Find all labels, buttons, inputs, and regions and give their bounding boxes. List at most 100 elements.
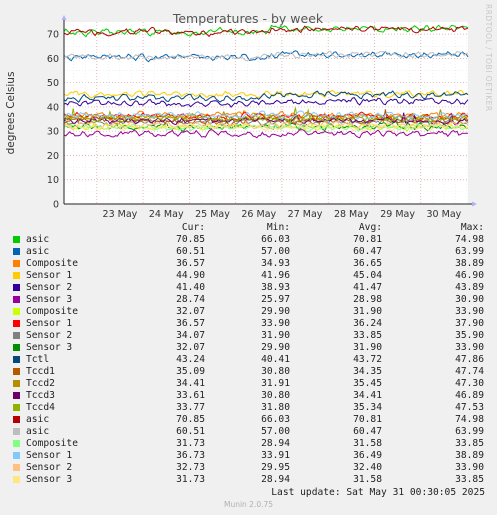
legend-max: 30.90 [455,294,484,305]
legend-max: 74.98 [455,234,484,245]
legend-swatch [13,356,20,363]
col-avg-header: Avg: [358,222,382,233]
legend-series-name: asic [26,234,50,245]
legend-avg: 70.81 [353,234,382,245]
legend-series-name: Sensor 1 [26,450,73,461]
plot-area [64,22,468,204]
legend-max: 63.99 [455,246,484,257]
legend-avg: 43.72 [353,354,382,365]
series-line [63,110,469,120]
legend-series-name: Composite [26,438,78,449]
legend-row: Tccd4 33.77 31.80 35.34 47.53 [12,402,490,414]
legend-row: Tctl 43.24 40.41 43.72 47.86 [12,354,490,366]
legend-swatch [13,380,20,387]
axes: 0 10 20 30 40 50 60 70 23 May 24 May 25 May 26 May 2… [47,15,477,220]
legend-max: 38.89 [455,258,484,269]
legend-row: Sensor 2 32.73 29.95 32.40 33.90 [12,462,490,474]
legend-rows: asic 70.85 66.03 70.81 74.98 asic 60.51 57.00 60… [12,234,490,486]
x-tick-label: 29 May [380,209,415,220]
legend-avg: 31.58 [353,474,382,485]
col-cur-header: Cur: [181,222,205,233]
col-min-header: Min: [266,222,290,233]
munin-version: Munin 2.0.75 [223,500,274,509]
legend-cur: 31.73 [176,474,205,485]
legend-row: Sensor 1 36.73 33.91 36.49 38.89 [12,450,490,462]
legend-avg: 34.35 [353,366,382,377]
legend-row: Composite 36.57 34.93 36.65 38.89 [12,258,490,270]
legend-series-name: Tctl [26,354,50,365]
legend-swatch [13,284,20,291]
series-line [63,50,469,62]
y-tick-label: 10 [47,175,59,186]
x-tick-label: 27 May [288,209,323,220]
legend-max: 33.90 [455,462,484,473]
legend-row: Tccd2 34.41 31.91 35.45 47.30 [12,378,490,390]
legend-series-name: Sensor 2 [26,462,73,473]
y-tick-label: 0 [53,200,59,211]
legend-swatch [13,320,20,327]
temperature-chart: 0 10 20 30 40 50 60 70 23 May 24 May 25 May 26 May 2… [5,11,477,220]
legend-row: Sensor 3 32.07 29.90 31.90 33.90 [12,342,490,354]
legend-row: Tccd1 35.09 30.80 34.35 47.74 [12,366,490,378]
legend-min: 30.80 [261,390,290,401]
legend-row: asic 60.51 57.00 60.47 63.99 [12,246,490,258]
legend-max: 74.98 [455,414,484,425]
legend-max: 37.90 [455,318,484,329]
legend-cur: 70.85 [176,414,205,425]
legend-cur: 33.61 [176,390,205,401]
legend-cur: 36.73 [176,450,205,461]
series-lines [63,24,469,139]
legend-series-name: Tccd4 [26,402,55,413]
legend-min: 33.90 [261,318,290,329]
legend-cur: 31.73 [176,438,205,449]
legend-series-name: asic [26,426,50,437]
legend-cur: 34.07 [176,330,205,341]
legend-max: 38.89 [455,450,484,461]
legend-max: 33.85 [455,438,484,449]
legend-swatch [13,260,20,267]
legend-max: 33.90 [455,306,484,317]
legend-series-name: Sensor 3 [26,294,73,305]
y-axis-label: degrees Celsius [5,72,17,155]
legend-swatch [13,368,20,375]
legend-avg: 32.40 [353,462,382,473]
legend-avg: 31.90 [353,342,382,353]
y-tick-label: 50 [47,78,59,89]
legend-swatch [13,464,20,471]
legend-table: Cur: Min: Avg: Max: asic 70.85 66.03 70.81 7… [12,222,490,486]
legend-row: Sensor 3 28.74 25.97 28.98 30.90 [12,294,490,306]
legend-min: 66.03 [261,414,290,425]
legend-row: Sensor 1 36.57 33.90 36.24 37.90 [12,318,490,330]
legend-series-name: Composite [26,306,78,317]
legend-min: 28.94 [261,474,290,485]
legend-avg: 34.41 [353,390,382,401]
legend-avg: 35.45 [353,378,382,389]
legend-row: Sensor 2 41.40 38.93 41.47 43.89 [12,282,490,294]
legend-row: Sensor 2 34.07 31.90 33.85 35.90 [12,330,490,342]
legend-cur: 44.90 [176,270,205,281]
legend-max: 33.85 [455,474,484,485]
legend-header: Cur: Min: Avg: Max: [12,222,490,234]
legend-cur: 33.77 [176,402,205,413]
legend-max: 47.86 [455,354,484,365]
series-line [63,122,469,132]
legend-swatch [13,272,20,279]
chart-title: Temperatures - by week [172,11,324,26]
legend-min: 31.90 [261,330,290,341]
legend-swatch [13,296,20,303]
last-update: Last update: Sat May 31 00:30:05 2025 [271,487,485,498]
legend-min: 29.95 [261,462,290,473]
legend-swatch [13,248,20,255]
series-line [63,24,469,38]
rrdtool-credit: RRDTOOL / TOBI OETIKER [484,4,493,112]
legend-avg: 28.98 [353,294,382,305]
col-max-header: Max: [460,222,484,233]
legend-swatch [13,428,20,435]
legend-min: 34.93 [261,258,290,269]
legend-max: 35.90 [455,330,484,341]
legend-avg: 45.04 [353,270,382,281]
x-tick-label: 26 May [241,209,276,220]
legend-min: 28.94 [261,438,290,449]
legend-series-name: Sensor 2 [26,282,73,293]
legend-swatch [13,392,20,399]
